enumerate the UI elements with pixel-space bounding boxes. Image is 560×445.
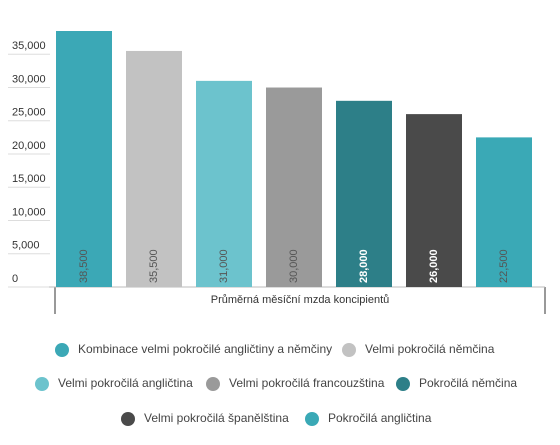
value-label: 30,000 (288, 249, 300, 283)
legend-label: Velmi pokročilá angličtina (58, 376, 193, 390)
bar (126, 50, 182, 287)
bar (406, 114, 462, 287)
y-tick-label: 20,000 (12, 140, 46, 152)
y-tick-label: 10,000 (12, 206, 46, 218)
legend-label: Pokročilá angličtina (328, 411, 432, 425)
bar (476, 137, 532, 287)
value-label: 28,000 (358, 249, 370, 283)
y-tick-label: 15,000 (12, 173, 46, 185)
legend-label: Pokročilá němčina (419, 376, 517, 390)
legend-label: Velmi pokročilá španělština (144, 411, 289, 425)
legend-label: Velmi pokročilá němčina (365, 342, 495, 356)
bar (196, 80, 252, 287)
x-axis-label: Průměrná měsíční mzda koncipientů (211, 294, 390, 306)
value-label: 22,500 (498, 249, 510, 283)
legend-marker (121, 412, 135, 426)
value-label: 38,500 (78, 249, 90, 283)
legend-label: Kombinace velmi pokročilé angličtiny a n… (78, 342, 332, 356)
y-tick-label: 25,000 (12, 107, 46, 119)
bar (266, 87, 322, 288)
legend-label: Velmi pokročilá francouzština (229, 376, 385, 390)
legend-marker (305, 412, 319, 426)
legend-marker (206, 377, 220, 391)
y-tick-label: 5,000 (12, 240, 40, 252)
bar (56, 31, 112, 287)
value-label: 35,500 (148, 249, 160, 283)
y-tick-label: 30,000 (12, 73, 46, 85)
value-label: 26,000 (428, 249, 440, 283)
bar (336, 100, 392, 288)
y-tick-label: 35,000 (12, 40, 46, 52)
legend-marker (396, 377, 410, 391)
legend-marker (35, 377, 49, 391)
legend-marker (342, 343, 356, 357)
legend-marker (55, 343, 69, 357)
value-label: 31,000 (218, 249, 230, 283)
y-tick-label: 0 (12, 273, 18, 285)
